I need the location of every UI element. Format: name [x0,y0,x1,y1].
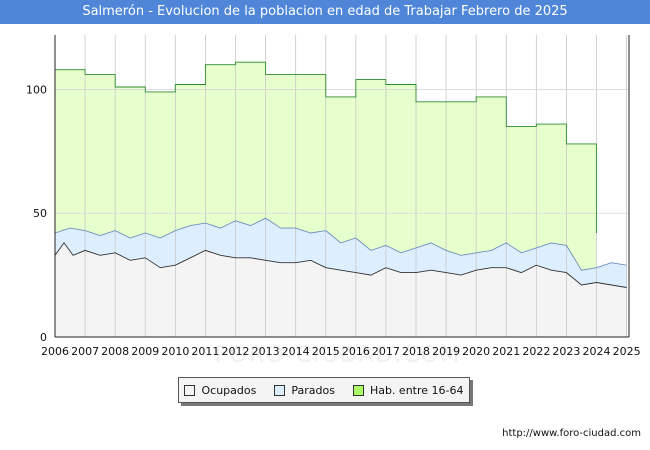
legend-item-habitantes: Hab. entre 16-64 [352,383,464,397]
y-tick-label: 100 [26,83,47,96]
watermark-text: FORO-CIUDAD.COM [215,343,461,368]
x-tick-label: 2016 [342,345,370,358]
legend-swatch-parados [274,384,286,396]
source-url[interactable]: http://www.foro-ciudad.com [502,428,641,439]
x-tick-label: 2019 [432,345,460,358]
x-tick-label: 2017 [372,345,400,358]
x-tick-label: 2021 [492,345,520,358]
x-tick-label: 2008 [101,345,129,358]
legend-label-parados: Parados [291,383,335,397]
legend-label-habitantes: Hab. entre 16-64 [369,383,464,397]
x-tick-label: 2025 [613,345,641,358]
y-tick-label: 50 [33,207,47,220]
line-parados [54,217,627,271]
x-tick-label: 2024 [583,345,611,358]
legend-item-ocupados: Ocupados [184,384,256,397]
chart-title: Salmerón - Evolucion de la poblacion en … [0,0,650,24]
legend-swatch-ocupados [184,384,196,396]
x-tick-label: 2007 [71,345,99,358]
x-tick-label: 2009 [131,345,159,358]
y-tick-label: 0 [40,331,47,344]
legend-label-ocupados: Ocupados [201,383,257,397]
x-tick-label: 2018 [402,345,430,358]
x-tick-label: 2012 [222,345,250,358]
x-tick-label: 2011 [191,345,219,358]
x-tick-label: 2014 [282,345,310,358]
line-ocupados [54,242,627,288]
x-tick-label: 2022 [522,345,550,358]
x-tick-label: 2023 [552,345,580,358]
x-tick-label: 2013 [252,345,280,358]
chart-legend: Ocupados Parados Hab. entre 16-64 [178,377,470,403]
x-tick-label: 2010 [161,345,189,358]
x-tick-label: 2015 [312,345,340,358]
x-tick-label: 2020 [462,345,490,358]
legend-item-parados: Parados [274,384,335,397]
legend-swatch-habitantes [352,384,364,396]
area-ocupados [55,242,627,337]
line-habitantes [55,61,597,233]
x-tick-label: 2006 [41,345,69,358]
